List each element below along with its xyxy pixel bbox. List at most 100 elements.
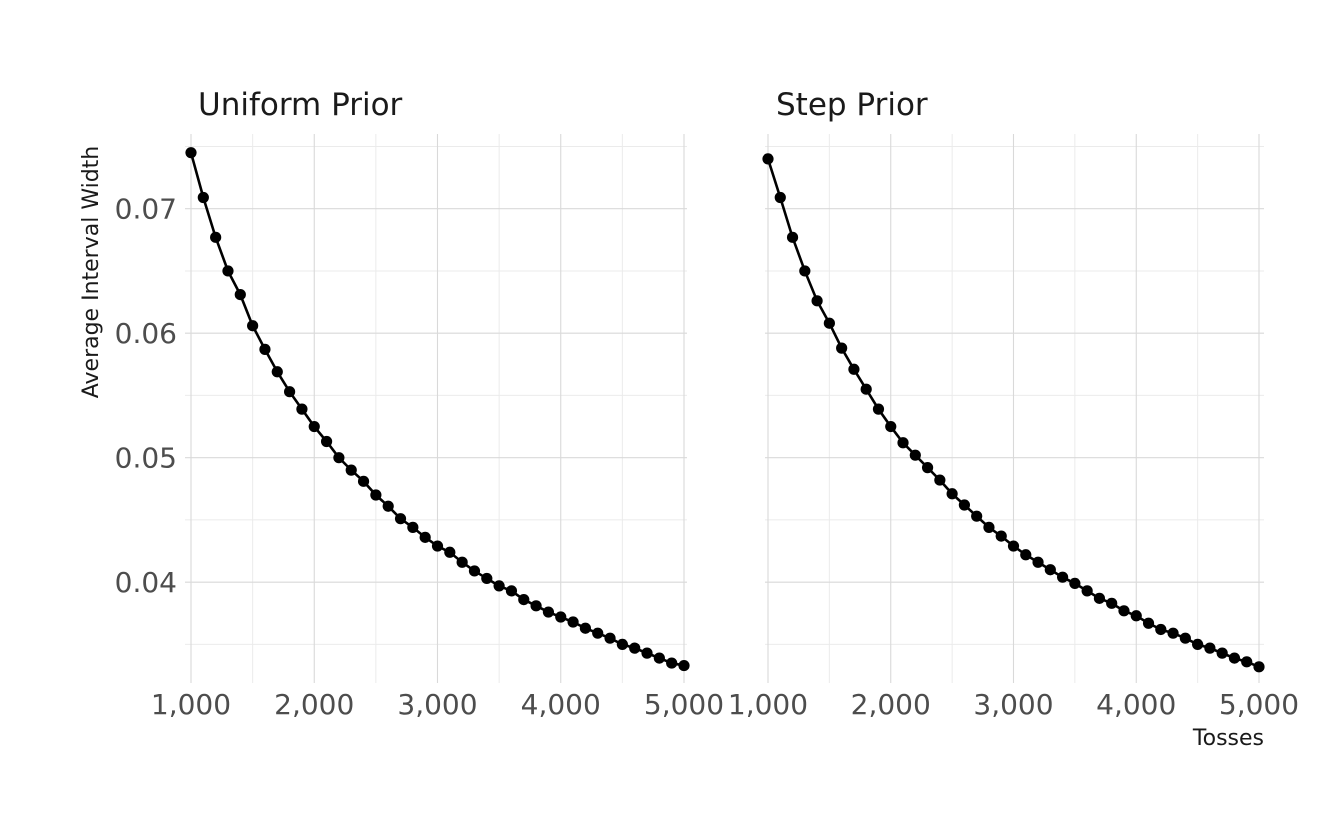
facet-title-left: Uniform Prior xyxy=(198,87,403,123)
data-point xyxy=(1044,564,1056,576)
data-point xyxy=(604,632,616,644)
data-point xyxy=(370,489,382,501)
data-point xyxy=(629,642,641,654)
data-point xyxy=(308,420,320,433)
panels: 1,000 2,000 3,000 4,000 5,000 0.04 0.05 0.06 0.0… xyxy=(115,134,1299,721)
data-point xyxy=(1204,642,1216,654)
facet-panel-1: 1,000 2,000 3,000 4,000 5,000 0.04 0.05 0.06 0.0… xyxy=(115,134,724,721)
data-point xyxy=(357,475,370,487)
data-point xyxy=(995,530,1007,542)
data-point xyxy=(210,231,222,243)
x-tick-label: 4,000 xyxy=(1096,688,1176,721)
data-point xyxy=(185,147,197,159)
data-point xyxy=(848,363,860,375)
x-tick-label: 3,000 xyxy=(397,688,477,721)
data-point xyxy=(860,383,872,395)
data-point xyxy=(1253,661,1265,673)
data-point xyxy=(579,622,592,634)
data-point xyxy=(1069,577,1081,590)
data-point xyxy=(1142,617,1155,629)
data-point xyxy=(958,499,971,511)
x-tick-label: 3,000 xyxy=(973,688,1053,721)
data-point xyxy=(971,510,983,522)
data-point xyxy=(836,342,848,354)
data-point xyxy=(419,531,431,543)
data-point xyxy=(530,600,542,612)
data-point xyxy=(1057,571,1069,583)
y-axis-title: Average Interval Width xyxy=(79,146,104,399)
data-point xyxy=(284,386,296,398)
data-point xyxy=(1106,597,1118,609)
data-point xyxy=(592,627,604,639)
x-axis-title: Tosses xyxy=(1192,726,1264,751)
x-tick-label: 5,000 xyxy=(1219,688,1299,721)
data-point xyxy=(1192,638,1204,651)
data-point xyxy=(468,565,481,577)
data-point xyxy=(1118,605,1130,617)
data-point xyxy=(456,556,468,568)
data-point xyxy=(811,295,823,307)
data-point xyxy=(296,403,308,415)
data-point xyxy=(259,343,271,355)
data-point xyxy=(774,191,786,204)
data-point xyxy=(897,437,909,449)
data-point xyxy=(885,420,897,433)
data-point xyxy=(1130,610,1142,622)
data-point xyxy=(762,153,774,165)
y-tick-label: 0.05 xyxy=(115,442,177,475)
x-tick-label: 2,000 xyxy=(851,688,931,721)
x-tick-label: 2,000 xyxy=(274,688,354,721)
data-point xyxy=(946,488,958,500)
data-point xyxy=(983,521,995,533)
data-point xyxy=(382,500,394,512)
data-point xyxy=(197,191,209,204)
data-point xyxy=(247,320,259,332)
data-point xyxy=(1167,627,1179,639)
x-tick-label: 5,000 xyxy=(644,688,724,721)
data-point xyxy=(407,521,419,533)
data-point xyxy=(616,638,628,651)
data-point xyxy=(320,435,333,448)
x-tick-label: 4,000 xyxy=(521,688,601,721)
data-point xyxy=(921,462,934,474)
data-point xyxy=(1228,652,1241,664)
data-point xyxy=(444,546,456,558)
data-point xyxy=(493,580,505,592)
data-point xyxy=(1007,540,1020,552)
y-tick-label: 0.06 xyxy=(115,317,177,350)
data-point xyxy=(1179,632,1191,644)
data-point xyxy=(222,265,234,277)
x-tick-label: 1,000 xyxy=(151,688,231,721)
y-tick-label: 0.07 xyxy=(115,193,177,226)
data-point xyxy=(542,606,555,618)
data-point xyxy=(431,540,444,552)
data-point xyxy=(555,611,567,623)
x-tick-label: 1,000 xyxy=(728,688,808,721)
data-point xyxy=(1093,592,1106,604)
facet-title-right: Step Prior xyxy=(776,87,928,123)
data-point xyxy=(666,657,678,669)
data-point xyxy=(333,452,345,464)
data-point xyxy=(1155,623,1167,636)
data-point xyxy=(234,288,246,301)
data-point xyxy=(653,652,665,664)
data-point xyxy=(505,585,518,597)
data-point xyxy=(909,449,921,461)
data-point xyxy=(799,265,811,277)
data-point xyxy=(518,593,530,606)
facet-panel-2: 1,000 2,000 3,000 4,000 5,000 xyxy=(728,134,1299,721)
data-point xyxy=(934,474,946,486)
data-point xyxy=(1032,556,1044,568)
data-point xyxy=(481,572,493,585)
data-point xyxy=(678,659,690,672)
data-point xyxy=(641,647,653,659)
data-point xyxy=(567,616,579,628)
data-point xyxy=(1081,585,1093,597)
data-point xyxy=(872,403,885,415)
data-point xyxy=(345,464,357,476)
data-point xyxy=(823,317,835,329)
y-tick-label: 0.04 xyxy=(115,566,177,599)
data-point xyxy=(1216,647,1228,659)
data-point xyxy=(271,366,283,378)
data-point xyxy=(1020,549,1032,561)
